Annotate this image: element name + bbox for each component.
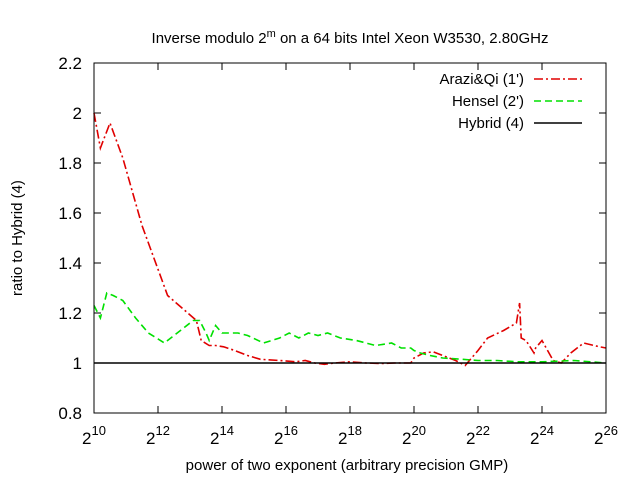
x-tick-label: 218 — [338, 423, 362, 448]
y-tick-label: 2 — [73, 104, 82, 123]
x-tick-base: 2 — [146, 429, 155, 448]
y-tick-label: 1.6 — [58, 204, 82, 223]
x-tick-exponent: 20 — [412, 423, 426, 438]
x-tick-exponent: 12 — [156, 423, 170, 438]
legend-label-1: Hensel (2') — [452, 93, 524, 110]
x-tick-base: 2 — [82, 429, 91, 448]
y-tick-label: 1 — [73, 354, 82, 373]
legend: Arazi&Qi (1') Hensel (2') Hybrid (4) — [439, 71, 582, 132]
series-line-1 — [93, 291, 607, 364]
x-tick-label: 216 — [274, 423, 298, 448]
y-tick-labels: 2.2 2 1.8 1.6 1.4 1.2 1 0.8 — [58, 54, 82, 423]
y-axis-label: ratio to Hybrid (4) — [9, 180, 26, 296]
x-tick-exponent: 22 — [476, 423, 490, 438]
x-tick-base: 2 — [274, 429, 283, 448]
x-tick-exponent: 16 — [284, 423, 298, 438]
x-tick-label: 224 — [530, 423, 554, 448]
x-tick-label: 226 — [594, 423, 618, 448]
x-tick-exponent: 26 — [604, 423, 618, 438]
x-tick-label: 214 — [210, 423, 234, 448]
chart-title-prefix: Inverse modulo 2 — [152, 30, 267, 47]
x-tick-base: 2 — [594, 429, 603, 448]
legend-label-2: Hybrid (4) — [458, 115, 524, 132]
chart-title-superscript: m — [267, 28, 276, 40]
y-tick-label: 1.2 — [58, 304, 82, 323]
x-tick-labels: 210 212 214 216 218 220 222 224 226 — [82, 423, 618, 448]
chart-title: Inverse modulo 2m on a 64 bits Intel Xeo… — [152, 28, 549, 47]
x-tick-label: 212 — [146, 423, 170, 448]
y-tick-label: 2.2 — [58, 54, 82, 73]
x-tick-exponent: 24 — [540, 423, 554, 438]
plot-frame — [93, 62, 607, 414]
y-tick-label: 0.8 — [58, 404, 82, 423]
x-tick-exponent: 10 — [92, 423, 106, 438]
x-tick-exponent: 18 — [348, 423, 362, 438]
x-tick-exponent: 14 — [220, 423, 234, 438]
x-tick-base: 2 — [530, 429, 539, 448]
x-tick-label: 220 — [402, 423, 426, 448]
y-tick-label: 1.4 — [58, 254, 82, 273]
x-tick-label: 222 — [466, 423, 490, 448]
x-tick-base: 2 — [402, 429, 411, 448]
y-tick-label: 1.8 — [58, 154, 82, 173]
series-line-0 — [93, 112, 607, 367]
x-tick-base: 2 — [338, 429, 347, 448]
axis-ticks — [93, 62, 607, 414]
x-tick-base: 2 — [210, 429, 219, 448]
legend-label-0: Arazi&Qi (1') — [439, 71, 524, 88]
series-lines — [93, 112, 607, 367]
x-tick-base: 2 — [466, 429, 475, 448]
x-tick-label: 210 — [82, 423, 106, 448]
x-axis-label: power of two exponent (arbitrary precisi… — [186, 457, 509, 474]
chart-title-suffix: on a 64 bits Intel Xeon W3530, 2.80GHz — [276, 30, 549, 47]
